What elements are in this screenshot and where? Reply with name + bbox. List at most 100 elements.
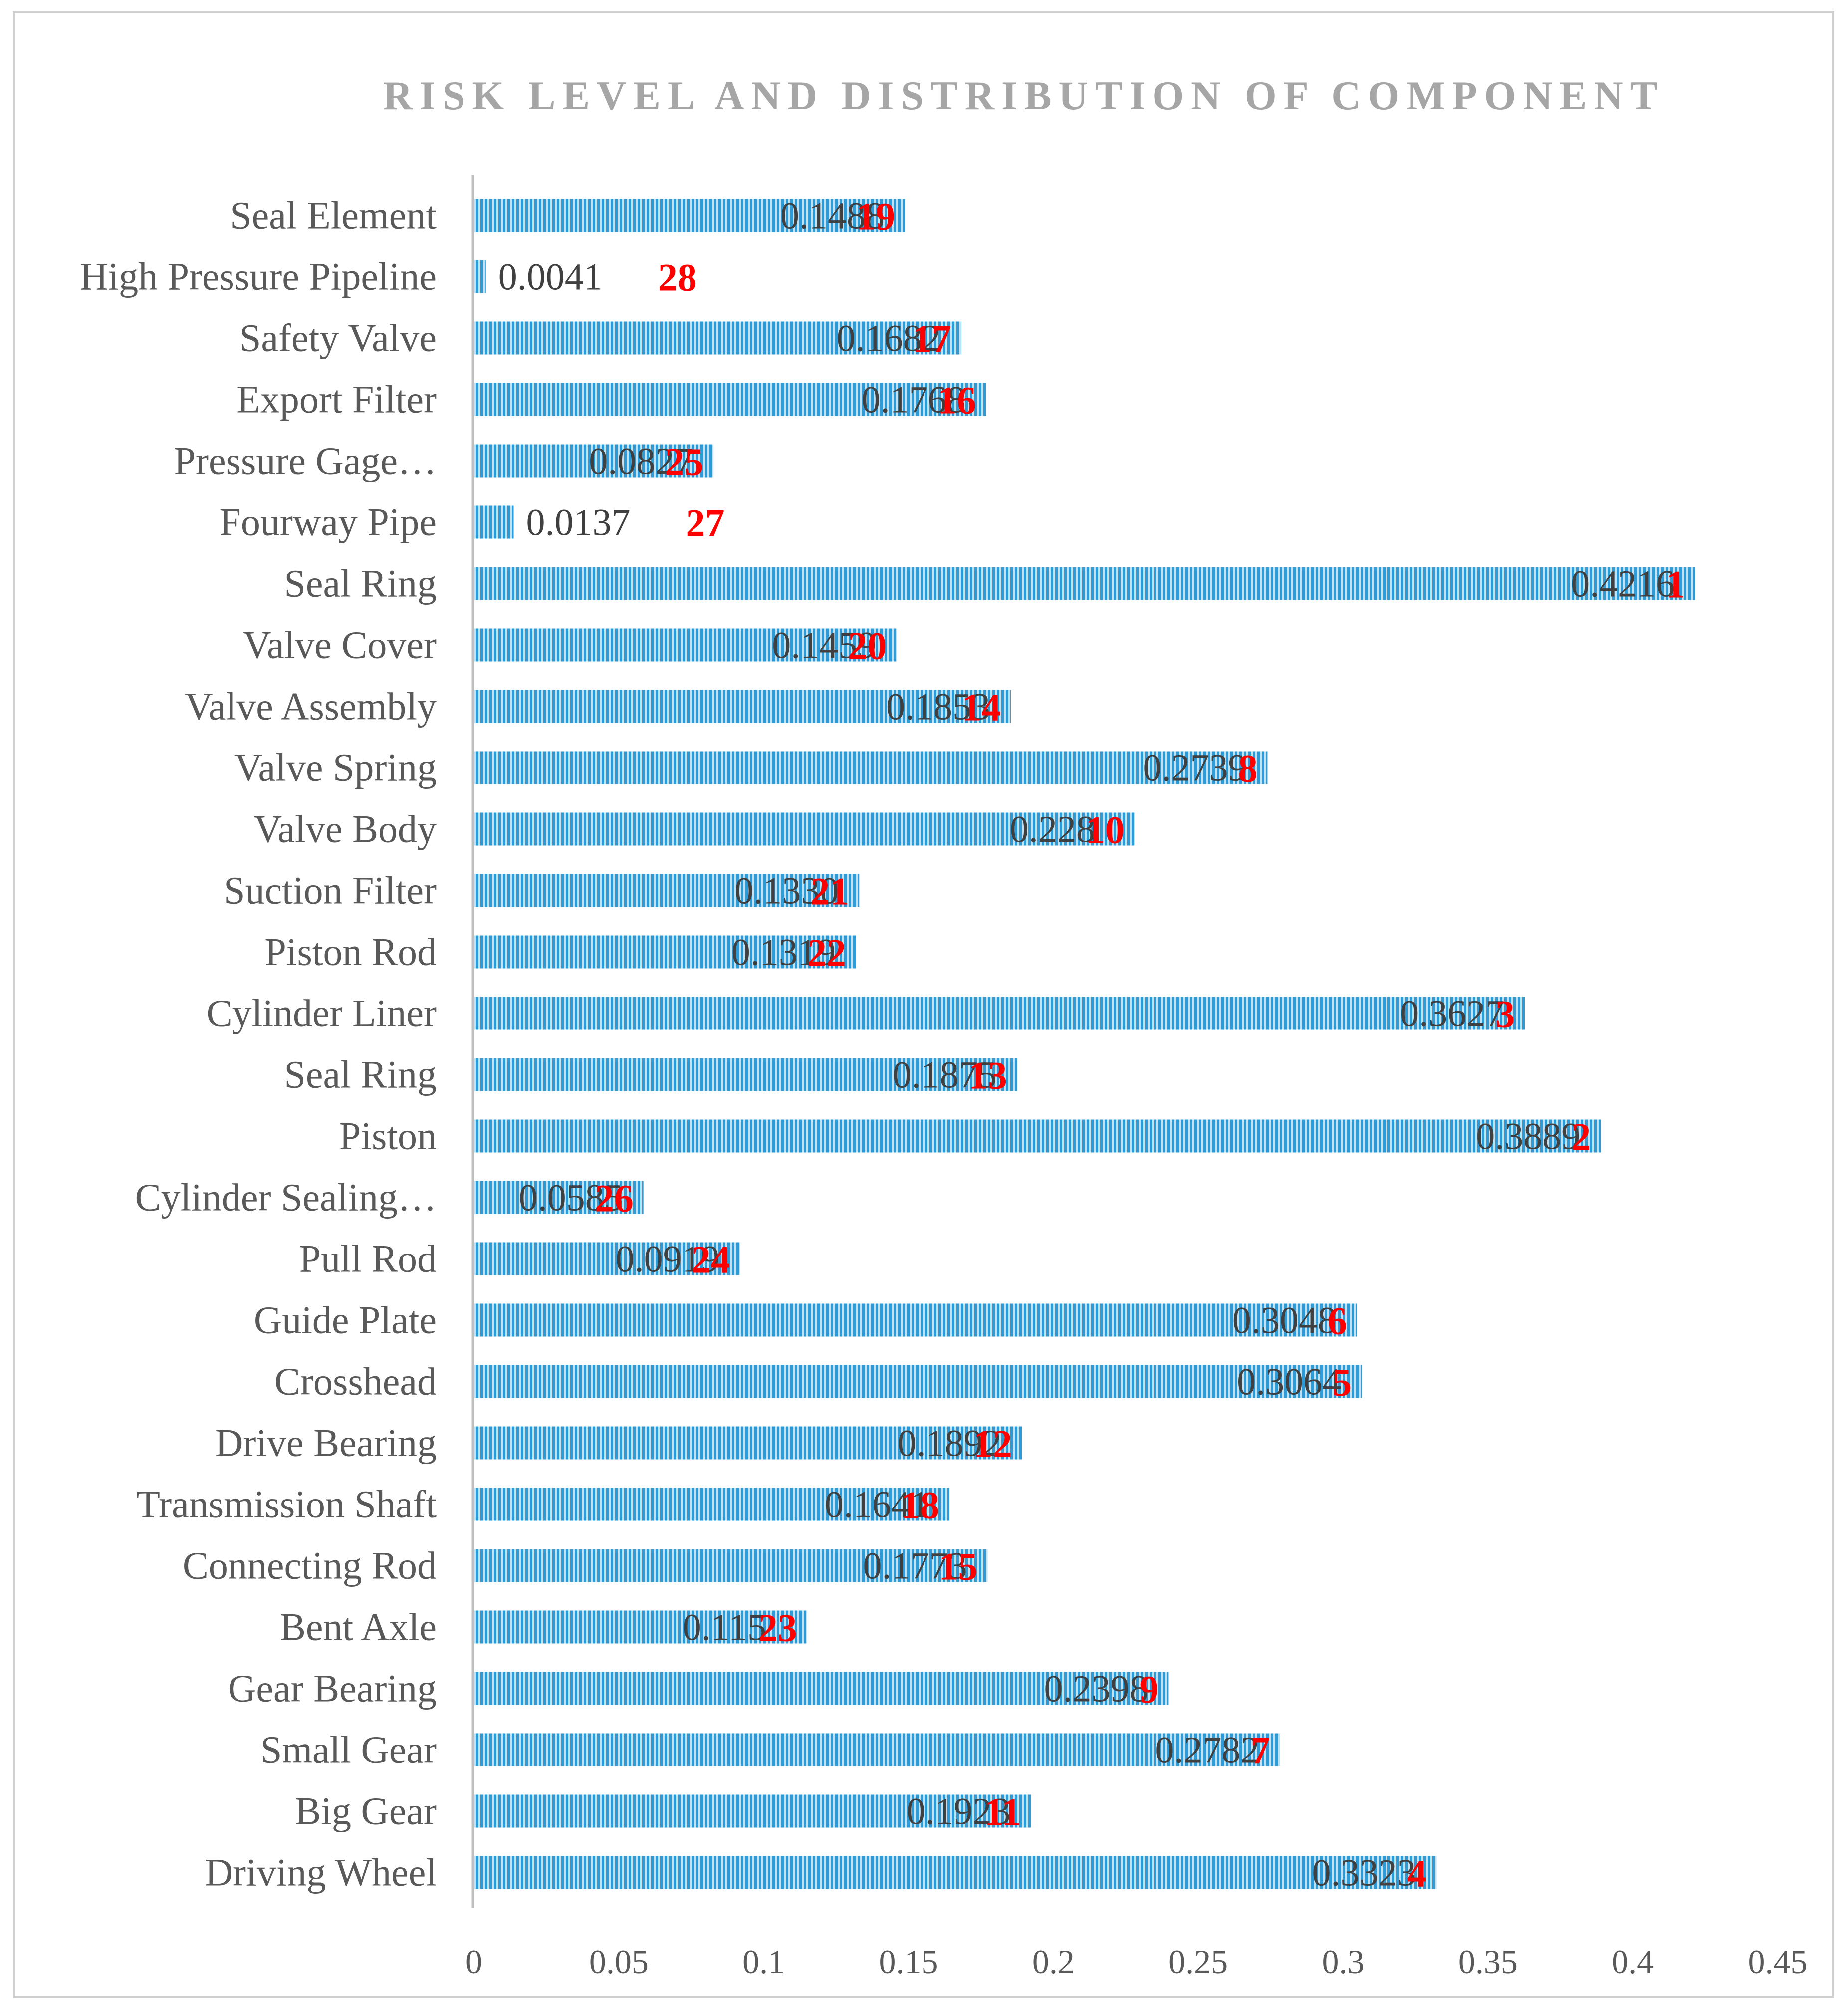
bar [474, 1549, 988, 1582]
value-label: 0.0041 [498, 256, 603, 298]
rank-label: 13 [968, 1054, 1007, 1097]
value-label: 0.3064 [1237, 1361, 1341, 1403]
value-label: 0.3048 [1232, 1300, 1337, 1342]
category-label: Valve Spring [234, 746, 437, 789]
value-label: 0.1488 [780, 195, 885, 237]
category-labels: Seal Element High Pressure Pipeline Safety… [80, 194, 437, 1894]
category-label: Pull Rod [299, 1237, 437, 1280]
category-label: Crosshead [274, 1360, 437, 1403]
category-label: Transmission Shaft [136, 1483, 437, 1526]
category-label: Guide Plate [254, 1298, 437, 1342]
value-label: 0.228 [1010, 809, 1095, 851]
rank-label: 26 [595, 1177, 634, 1220]
x-tick-label: 0.35 [1458, 1943, 1518, 1981]
rank-label: 2 [1571, 1115, 1591, 1159]
rank-label: 25 [665, 440, 703, 484]
bar [474, 321, 961, 355]
value-label: 0.1768 [862, 379, 966, 421]
bar [474, 1119, 1601, 1153]
category-label: Driving Wheel [205, 1851, 437, 1894]
rank-label: 11 [984, 1790, 1021, 1834]
value-label: 0.0919 [616, 1239, 720, 1280]
value-label: 0.1875 [893, 1054, 997, 1096]
value-label: 0.1641 [825, 1484, 929, 1526]
category-label: Bent Axle [280, 1605, 437, 1649]
value-label: 0.1459 [772, 625, 876, 667]
x-tick-label: 0.1 [742, 1943, 785, 1981]
rank-label: 21 [810, 870, 849, 913]
category-label: Connecting Rod [183, 1544, 437, 1587]
x-tick-label: 0.2 [1032, 1943, 1075, 1981]
bar [474, 444, 714, 478]
bar [474, 628, 897, 662]
value-label: 0.4216 [1571, 563, 1675, 605]
x-tick-label: 0.3 [1322, 1943, 1365, 1981]
value-label: 0.0137 [526, 502, 631, 544]
chart-title: RISK LEVEL AND DISTRIBUTION OF COMPONENT [383, 73, 1665, 118]
bar [474, 1794, 1031, 1828]
category-label: Small Gear [260, 1728, 437, 1771]
rank-label: 1 [1666, 563, 1685, 606]
category-label: Gear Bearing [228, 1667, 437, 1710]
bar [474, 1426, 1022, 1460]
rank-label: 17 [913, 317, 951, 361]
category-label: Seal Ring [284, 1053, 437, 1096]
bar [474, 505, 514, 539]
value-label: 0.2782 [1155, 1730, 1259, 1771]
bar [474, 1181, 644, 1214]
x-tick-label: 0.05 [589, 1943, 649, 1981]
rank-label: 20 [848, 624, 887, 668]
rank-labels: 19 28 17 16 25 27 1 20 14 8 10 21 22 3 13 2 26 24 6 5 12 1815… [595, 195, 1685, 1895]
category-label: Big Gear [295, 1789, 437, 1833]
x-tick-label: 0.45 [1748, 1943, 1808, 1981]
category-label: Valve Body [254, 807, 437, 851]
value-label: 0.1853 [886, 686, 990, 728]
rank-label: 16 [937, 379, 976, 422]
bar [474, 260, 486, 293]
bar [474, 1058, 1017, 1091]
bar [474, 1303, 1357, 1337]
value-label: 0.3627 [1400, 993, 1504, 1035]
bar [474, 874, 860, 907]
category-label: Export Filter [236, 378, 437, 421]
rank-label: 22 [807, 931, 846, 975]
bar [474, 997, 1525, 1030]
rank-label: 27 [686, 502, 725, 545]
category-label: Safety Valve [239, 316, 437, 360]
rank-label: 5 [1332, 1361, 1352, 1404]
bar [474, 1365, 1362, 1398]
x-tick-label: 0.15 [879, 1943, 938, 1981]
value-label: 0.1319 [731, 932, 836, 974]
bar [474, 1242, 740, 1275]
rank-label: 23 [758, 1606, 797, 1650]
category-label: Valve Cover [243, 623, 437, 667]
category-label: Drive Bearing [215, 1421, 437, 1465]
value-label: 0.1682 [837, 318, 941, 360]
rank-label: 28 [658, 256, 697, 299]
value-label: 0.1923 [907, 1791, 1011, 1833]
x-tick-label: 0.4 [1612, 1943, 1654, 1981]
category-label: Fourway Pipe [220, 501, 437, 544]
category-label: Pressure Gage… [174, 439, 437, 483]
category-label: Piston Rod [264, 930, 437, 974]
category-label: Suction Filter [224, 869, 437, 912]
bar [474, 1488, 949, 1521]
bar [474, 812, 1135, 846]
rank-label: 14 [962, 686, 1001, 729]
bar [474, 1672, 1169, 1705]
rank-label: 7 [1250, 1729, 1270, 1772]
rank-label: 6 [1328, 1299, 1347, 1343]
x-tick-label: 0.25 [1168, 1943, 1228, 1981]
category-label: Cylinder Sealing… [135, 1176, 437, 1219]
category-label: Valve Assembly [185, 685, 437, 728]
rank-label: 8 [1238, 747, 1257, 790]
category-label: High Pressure Pipeline [80, 255, 437, 298]
value-label: 0.115 [683, 1607, 766, 1649]
category-label: Seal Ring [284, 562, 437, 605]
value-label: 0.2398 [1044, 1668, 1148, 1710]
rank-label: 9 [1139, 1668, 1158, 1711]
bar [474, 1610, 807, 1644]
rank-label: 3 [1495, 993, 1515, 1036]
bar [474, 383, 986, 416]
